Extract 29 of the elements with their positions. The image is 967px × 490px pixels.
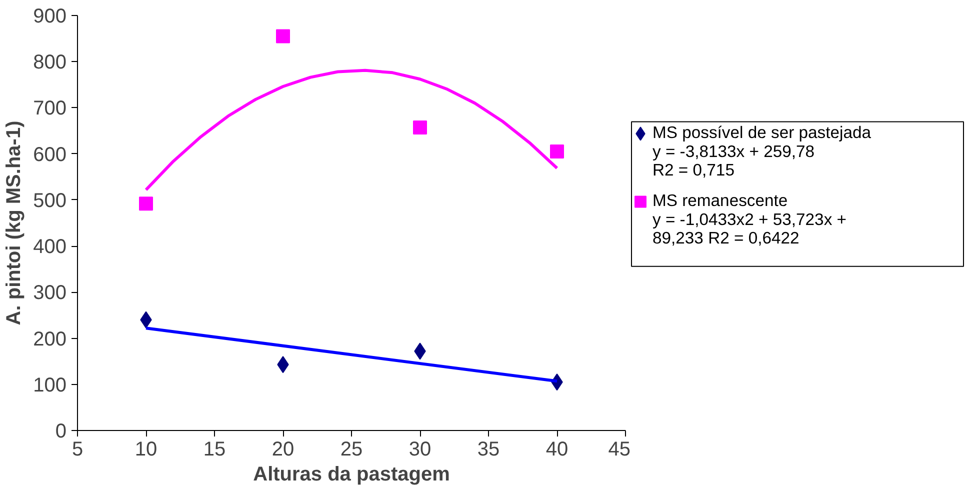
y-tick-label: 0: [55, 420, 66, 442]
x-tick-label: 15: [203, 438, 226, 460]
y-tick-label: 600: [33, 144, 67, 166]
point: [276, 29, 290, 44]
text: y = -3,8133x + 259,78 R2 = 0,715: [652, 142, 815, 180]
x-tick-label: 10: [134, 438, 158, 460]
y-tick-label: 300: [33, 282, 67, 304]
y-tick-label: 800: [33, 52, 67, 74]
y-tick-label: 900: [33, 6, 67, 28]
point: [139, 196, 153, 211]
y-tick-label: 700: [33, 98, 67, 120]
y-tick-label: 400: [33, 236, 67, 258]
text: y = -1,0433x2 + 53,723x + 89,233 R2 = 0,6422: [652, 210, 847, 248]
y-tick-label: 100: [33, 374, 67, 396]
legend-label: MS remanescente: [652, 191, 788, 210]
point: [550, 144, 564, 159]
x-tick-label: 35: [477, 438, 500, 460]
x-tick-label: 40: [546, 438, 568, 460]
point: [413, 120, 427, 135]
x-tick-label: 45: [608, 438, 631, 460]
y-tick-label: 200: [33, 328, 67, 350]
x-axis-title: Alturas da pastagem: [253, 464, 450, 486]
x-tick-label: 30: [408, 438, 432, 460]
x-tick-label: 20: [272, 438, 294, 460]
x-tick-label: 25: [340, 438, 363, 460]
x-tick-label: 5: [72, 438, 84, 460]
y-axis-title: A. pintoi (kg MS.ha-1): [3, 120, 26, 326]
legend-label: MS possível de ser pastejada: [652, 123, 872, 142]
y-tick-label: 500: [33, 190, 67, 212]
